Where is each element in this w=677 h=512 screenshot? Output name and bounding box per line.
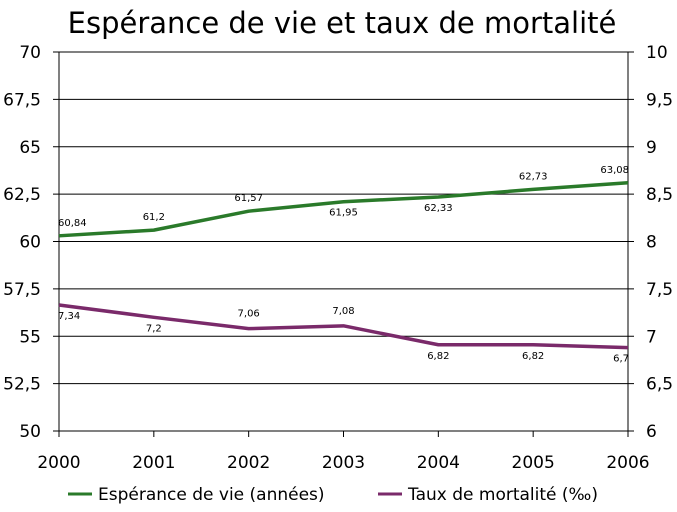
data-label: 61,57 xyxy=(234,193,263,204)
data-label: 6,82 xyxy=(522,351,544,362)
right-tick-label: 9,5 xyxy=(646,90,673,110)
right-tick-label: 7 xyxy=(646,327,657,347)
legend-label-life-expectancy: Espérance de vie (années) xyxy=(98,485,325,505)
data-label: 63,08 xyxy=(600,165,629,176)
chart-title: Espérance de vie et taux de mortalité xyxy=(68,6,617,40)
data-label: 7,06 xyxy=(238,309,260,320)
right-tick-label: 6,5 xyxy=(646,375,673,395)
grid-layer xyxy=(59,51,628,432)
left-tick-label: 67,5 xyxy=(3,90,41,110)
right-tick-label: 9 xyxy=(646,138,657,158)
x-tick-label: 2004 xyxy=(417,453,460,473)
left-tick-label: 65 xyxy=(19,138,41,158)
left-tick-label: 60 xyxy=(19,233,41,253)
right-tick-label: 8,5 xyxy=(646,185,673,205)
series-line-life-expectancy xyxy=(58,181,629,238)
right-tick-label: 10 xyxy=(646,43,668,63)
data-label: 6,7 xyxy=(613,354,629,365)
left-tick-label: 52,5 xyxy=(3,375,41,395)
data-label: 62,33 xyxy=(424,203,453,214)
data-label-layer: 60,84 61,2 61,57 61,95 62,33 62,73 63,08 7,34 7,… xyxy=(58,165,629,365)
data-label: 6,82 xyxy=(427,351,449,362)
right-tick-label: 8 xyxy=(646,233,657,253)
x-tick-label: 2006 xyxy=(606,453,649,473)
left-tick-label: 55 xyxy=(19,327,41,347)
x-tick-label: 2002 xyxy=(227,453,270,473)
left-tick-label: 62,5 xyxy=(3,185,41,205)
right-tick-label: 6 xyxy=(646,422,657,442)
x-tick-label: 2000 xyxy=(37,453,80,473)
data-label: 61,2 xyxy=(143,212,165,223)
x-tick-label: 2005 xyxy=(512,453,555,473)
data-label: 62,73 xyxy=(519,171,548,182)
legend-label-mortality: Taux de mortalité (‰) xyxy=(407,485,598,505)
legend: Espérance de vie (années) Taux de mortal… xyxy=(68,485,598,505)
data-label: 60,84 xyxy=(58,218,87,229)
series-layer xyxy=(58,181,629,350)
right-tick-label: 7,5 xyxy=(646,280,673,300)
data-label: 7,34 xyxy=(58,311,80,322)
data-label: 7,2 xyxy=(146,323,162,334)
series-line-mortality xyxy=(58,303,629,350)
axis-layer: 50 6 52,5 6,5 55 7 57,5 7,5 60 8 62,5 8,5 65 9 67,5 9,5… xyxy=(3,43,673,473)
data-label: 7,08 xyxy=(332,306,354,317)
data-label: 61,95 xyxy=(329,208,358,219)
x-tick-label: 2003 xyxy=(322,453,365,473)
left-tick-label: 70 xyxy=(19,43,41,63)
x-tick-label: 2001 xyxy=(132,453,175,473)
left-tick-label: 50 xyxy=(19,422,41,442)
left-tick-label: 57,5 xyxy=(3,280,41,300)
